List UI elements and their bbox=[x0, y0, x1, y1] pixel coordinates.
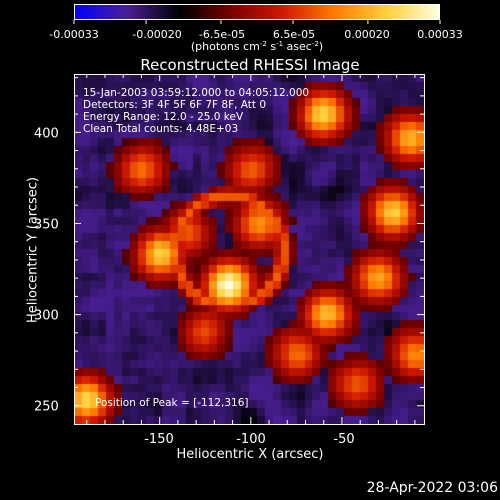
heatmap-image bbox=[75, 75, 424, 424]
info-line-clean-counts: Clean Total counts: 4.48E+03 bbox=[83, 123, 239, 135]
x-tick-label: -100 bbox=[236, 432, 266, 447]
colorbar bbox=[74, 4, 440, 20]
colorbar-tick-label: -0.00020 bbox=[132, 28, 182, 41]
colorbar-tick-label: 0.00033 bbox=[417, 28, 463, 41]
colorbar-tick-label: -0.00033 bbox=[49, 28, 99, 41]
colorbar-gradient bbox=[75, 5, 439, 19]
colorbar-units: (photons cm-2 s-1 asec-2) bbox=[190, 40, 324, 53]
info-line-energy-range: Energy Range: 12.0 - 25.0 keV bbox=[83, 111, 244, 123]
y-tick-label: 300 bbox=[34, 308, 59, 324]
y-axis-title: Heliocentric Y (arcsec) bbox=[25, 177, 41, 323]
colorbar-tick-label: 0.00020 bbox=[344, 28, 390, 41]
heatmap-plot-area: 15-Jan-2003 03:59:12.000 to 04:05:12.000… bbox=[74, 74, 425, 425]
x-tick-label: -50 bbox=[333, 432, 355, 447]
y-tick-label: 350 bbox=[34, 217, 59, 233]
colorbar-tick-label: -6.5e-05 bbox=[198, 28, 246, 41]
footer-timestamp: 28-Apr-2022 03:06 bbox=[366, 480, 498, 496]
peak-position-label: Position of Peak = [-112,316] bbox=[95, 397, 249, 409]
info-line-time-range: 15-Jan-2003 03:59:12.000 to 04:05:12.000 bbox=[83, 87, 310, 99]
colorbar-tick-label: 6.5e-05 bbox=[272, 28, 316, 41]
y-tick-label: 250 bbox=[34, 399, 59, 415]
x-tick-label: -150 bbox=[144, 432, 174, 447]
x-axis-title: Heliocentric X (arcsec) bbox=[176, 447, 324, 462]
info-line-detectors: Detectors: 3F 4F 5F 6F 7F 8F, Att 0 bbox=[83, 99, 267, 111]
y-tick-label: 400 bbox=[34, 126, 59, 142]
plot-title: Reconstructed RHESSI Image bbox=[140, 56, 360, 74]
